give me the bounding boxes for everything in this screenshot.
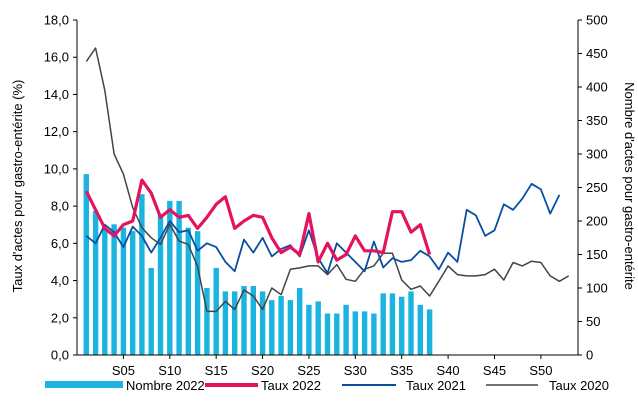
bar-nombre-2022-w18 <box>241 286 247 355</box>
left-tick-label: 4,0 <box>51 273 69 288</box>
right-tick-label: 0 <box>586 348 593 363</box>
left-tick-label: 18,0 <box>44 13 69 28</box>
bar-nombre-2022-w33 <box>380 293 386 355</box>
right-tick-label: 100 <box>586 281 608 296</box>
bar-nombre-2022-w19 <box>250 286 256 355</box>
bar-nombre-2022-w11 <box>176 200 182 355</box>
bars-group <box>83 174 433 356</box>
right-tick-label: 250 <box>586 180 608 195</box>
legend-label-taux-2021: Taux 2021 <box>406 378 466 393</box>
x-tick-label: S40 <box>437 363 460 378</box>
x-tick-label: S05 <box>112 363 135 378</box>
left-tick-label: 0,0 <box>51 348 69 363</box>
bar-nombre-2022-w36 <box>408 291 414 355</box>
x-tick-label: S45 <box>483 363 506 378</box>
bar-nombre-2022-w10 <box>167 200 173 355</box>
bar-nombre-2022-w1 <box>83 174 89 355</box>
x-tick-label: S20 <box>251 363 274 378</box>
x-tick-label: S35 <box>390 363 413 378</box>
legend: Nombre 2022 Taux 2022 Taux 2021 Taux 202… <box>45 378 609 393</box>
bar-nombre-2022-w6 <box>130 231 136 355</box>
bar-nombre-2022-w12 <box>185 227 191 355</box>
right-tick-label: 300 <box>586 147 608 162</box>
left-tick-label: 14,0 <box>44 87 69 102</box>
bar-nombre-2022-w20 <box>259 291 266 355</box>
bar-nombre-2022-w3 <box>102 227 108 355</box>
left-axis-title: Taux d'actes pour gastro-entérite (%) <box>10 80 25 293</box>
right-tick-label: 400 <box>586 80 608 95</box>
bar-nombre-2022-w30 <box>352 311 358 355</box>
legend-swatch-nombre-2022 <box>45 381 123 388</box>
line-taux-2020 <box>85 47 570 313</box>
bar-nombre-2022-w22 <box>278 296 284 355</box>
left-tick-label: 16,0 <box>44 50 69 65</box>
ticks-group: 0,0 2,0 4,0 6,0 8,0 10,0 12,0 14,0 16,0 18,0 0 50 10… <box>44 13 608 379</box>
bar-nombre-2022-w13 <box>194 231 201 355</box>
left-tick-label: 6,0 <box>51 236 69 251</box>
bar-nombre-2022-w34 <box>389 293 396 355</box>
bar-nombre-2022-w38 <box>426 309 433 355</box>
x-tick-label: S15 <box>205 363 228 378</box>
x-tick-label: S25 <box>297 363 320 378</box>
right-tick-label: 500 <box>586 13 608 28</box>
right-tick-label: 450 <box>586 46 608 61</box>
bar-nombre-2022-w23 <box>287 300 294 355</box>
bar-nombre-2022-w5 <box>120 227 127 355</box>
legend-label-taux-2020: Taux 2020 <box>549 378 609 393</box>
right-axis-title: Nombre d'actes pour gastro-entérite <box>622 82 637 290</box>
bar-nombre-2022-w32 <box>371 313 377 355</box>
left-tick-label: 8,0 <box>51 199 69 214</box>
bar-nombre-2022-w21 <box>269 300 275 355</box>
bar-nombre-2022-w26 <box>315 301 321 355</box>
right-tick-label: 50 <box>586 314 600 329</box>
left-tick-label: 2,0 <box>51 310 69 325</box>
bar-nombre-2022-w2 <box>92 210 99 355</box>
x-tick-label: S10 <box>158 363 181 378</box>
bar-nombre-2022-w27 <box>324 313 331 355</box>
lines-group <box>84 47 570 313</box>
bar-nombre-2022-w8 <box>148 267 154 355</box>
x-tick-label: S30 <box>344 363 367 378</box>
legend-label-taux-2022: Taux 2022 <box>261 378 321 393</box>
right-tick-label: 200 <box>586 214 608 229</box>
bar-nombre-2022-w31 <box>361 311 368 355</box>
bar-nombre-2022-w24 <box>297 288 303 355</box>
right-tick-label: 350 <box>586 113 608 128</box>
bar-nombre-2022-w9 <box>157 214 164 355</box>
bar-nombre-2022-w4 <box>111 224 117 355</box>
bar-nombre-2022-w25 <box>306 304 312 356</box>
legend-label-nombre-2022: Nombre 2022 <box>126 378 205 393</box>
bar-nombre-2022-w17 <box>232 291 238 355</box>
bar-nombre-2022-w14 <box>204 288 210 355</box>
x-tick-label: S50 <box>529 363 552 378</box>
bar-nombre-2022-w35 <box>399 296 405 355</box>
left-tick-label: 10,0 <box>44 161 69 176</box>
bar-nombre-2022-w7 <box>139 194 145 355</box>
bar-nombre-2022-w16 <box>222 291 229 355</box>
line-taux-2021 <box>85 182 561 275</box>
bar-nombre-2022-w29 <box>343 304 349 356</box>
bar-nombre-2022-w28 <box>334 313 340 355</box>
right-tick-label: 150 <box>586 247 608 262</box>
line-taux-2022 <box>84 178 432 264</box>
bar-nombre-2022-w37 <box>417 304 423 356</box>
left-tick-label: 12,0 <box>44 124 69 139</box>
